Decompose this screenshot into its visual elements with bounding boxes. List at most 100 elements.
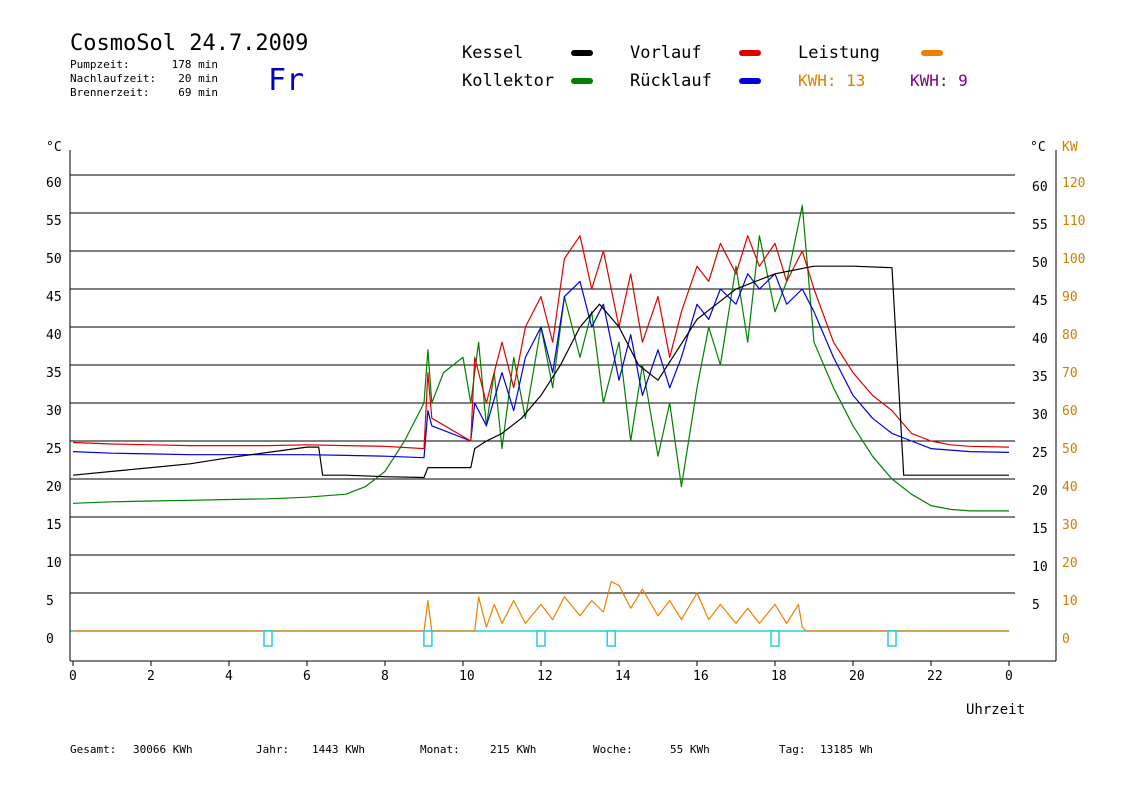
series-line-ruecklauf bbox=[72, 273, 1010, 459]
y-tick-left: 15 bbox=[46, 518, 62, 533]
cyan-marker bbox=[423, 630, 433, 647]
y-tick-right-power: 30 bbox=[1062, 518, 1078, 533]
cyan-markers bbox=[263, 630, 897, 647]
footer-label: Jahr: bbox=[256, 743, 289, 756]
y-tick-right-temp: 45 bbox=[1032, 294, 1048, 309]
y-tick-right-power: 110 bbox=[1062, 214, 1085, 229]
footer-label: Gesamt: bbox=[70, 743, 116, 756]
x-tick-label: 10 bbox=[459, 669, 475, 684]
x-tick-label: 16 bbox=[693, 669, 709, 684]
cyan-marker bbox=[887, 630, 897, 647]
x-tick-label: 22 bbox=[927, 669, 943, 684]
y-tick-right-temp: 10 bbox=[1032, 560, 1048, 575]
footer-value: 13185 Wh bbox=[820, 743, 873, 756]
y-tick-right-temp: 60 bbox=[1032, 180, 1048, 195]
footer-value: 1443 KWh bbox=[312, 743, 365, 756]
y-tick-right-power: 10 bbox=[1062, 594, 1078, 609]
stat-label: Brennerzeit: bbox=[70, 86, 149, 99]
footer-label: Monat: bbox=[420, 743, 460, 756]
y-tick-left: 10 bbox=[46, 556, 62, 571]
y-tick-left: 25 bbox=[46, 442, 62, 457]
stat-value: 178 min bbox=[172, 58, 218, 71]
stat-label: Pumpzeit: bbox=[70, 58, 130, 71]
x-tick-label: 6 bbox=[303, 669, 311, 684]
stat-value: 69 min bbox=[178, 86, 218, 99]
y-tick-right-temp: 50 bbox=[1032, 256, 1048, 271]
y-tick-right-power: 50 bbox=[1062, 442, 1078, 457]
series-line-leistung bbox=[73, 580, 1009, 632]
y-tick-right-power: 60 bbox=[1062, 404, 1078, 419]
y-tick-right-temp: 35 bbox=[1032, 370, 1048, 385]
legend-label-ruecklauf: Rücklauf bbox=[630, 71, 712, 91]
y-tick-right-temp: 25 bbox=[1032, 446, 1048, 461]
stat-value: 20 min bbox=[178, 72, 218, 85]
legend-label-leistung: Leistung bbox=[798, 43, 880, 63]
legend-label-kessel: Kessel bbox=[462, 43, 523, 63]
y-tick-left: 30 bbox=[46, 404, 62, 419]
y-tick-right-temp: 55 bbox=[1032, 218, 1048, 233]
footer-value: 215 KWh bbox=[490, 743, 536, 756]
legend-label-kollektor: Kollektor bbox=[462, 71, 554, 91]
stats-block: Pumpzeit: 178 min Nachlaufzeit: 20 min B… bbox=[70, 58, 218, 99]
x-tick-label: 12 bbox=[537, 669, 553, 684]
kwh-total-purple: KWH: 9 bbox=[910, 71, 968, 90]
y-tick-left: 20 bbox=[46, 480, 62, 495]
y-tick-right-power: 80 bbox=[1062, 328, 1078, 343]
series-line-vorlauf bbox=[72, 235, 1010, 450]
cyan-marker bbox=[263, 630, 273, 647]
x-tick-label: 0 bbox=[1005, 669, 1013, 684]
x-tick-label: 2 bbox=[147, 669, 155, 684]
y-tick-right-power: 70 bbox=[1062, 366, 1078, 381]
weekday-label: Fr bbox=[268, 63, 304, 98]
y-tick-left: 40 bbox=[46, 328, 62, 343]
y-tick-right-temp: 20 bbox=[1032, 484, 1048, 499]
y-tick-left: 60 bbox=[46, 176, 62, 191]
footer-totals: Gesamt: 30066 KWh Jahr: 1443 KWh Monat: … bbox=[70, 743, 873, 756]
y-tick-right-temp: 40 bbox=[1032, 332, 1048, 347]
y-tick-right-power: 20 bbox=[1062, 556, 1078, 571]
legend-swatch-ruecklauf bbox=[739, 78, 761, 84]
y-tick-right-power: 120 bbox=[1062, 176, 1085, 191]
legend-swatch-kollektor bbox=[571, 78, 593, 84]
x-tick-label: 20 bbox=[849, 669, 865, 684]
y-tick-left: 55 bbox=[46, 214, 62, 229]
y-tick-left: 5 bbox=[46, 594, 54, 609]
x-tick-label: 18 bbox=[771, 669, 787, 684]
y-tick-right-temp: 15 bbox=[1032, 522, 1048, 537]
y-tick-left: 45 bbox=[46, 290, 62, 305]
y-tick-right-power: 90 bbox=[1062, 290, 1078, 305]
legend: Kessel Vorlauf Leistung Kollektor Rückla… bbox=[462, 43, 968, 91]
kwh-total-leistung: KWH: 13 bbox=[798, 71, 865, 90]
x-axis-label: Uhrzeit bbox=[966, 702, 1025, 718]
series-lines bbox=[70, 204, 1010, 632]
y-axis-unit-right-power: KW bbox=[1062, 140, 1078, 155]
y-tick-labels: 0 5 10 15 20 25 30 35 40 45 50 55 60 5 10 15 20 25 30 35 40 4… bbox=[46, 176, 1085, 647]
grid-lines bbox=[70, 174, 1015, 594]
y-tick-right-power: 40 bbox=[1062, 480, 1078, 495]
legend-label-vorlauf: Vorlauf bbox=[630, 43, 702, 63]
x-tick-label: 4 bbox=[225, 669, 233, 684]
x-tick-label: 14 bbox=[615, 669, 631, 684]
y-tick-right-power: 0 bbox=[1062, 632, 1070, 647]
y-axis-unit-right-temp: °C bbox=[1030, 140, 1046, 155]
y-axis-unit-left: °C bbox=[46, 140, 62, 155]
x-tick-label: 0 bbox=[69, 669, 77, 684]
series-line-kessel bbox=[72, 265, 1009, 479]
y-tick-right-temp: 5 bbox=[1032, 598, 1040, 613]
y-tick-right-power: 100 bbox=[1062, 252, 1085, 267]
y-tick-left: 50 bbox=[46, 252, 62, 267]
x-tick-label: 8 bbox=[381, 669, 389, 684]
series-line-kollektor bbox=[72, 204, 1009, 512]
footer-value: 55 KWh bbox=[670, 743, 710, 756]
chart-title: CosmoSol 24.7.2009 bbox=[70, 31, 308, 56]
footer-label: Woche: bbox=[593, 743, 633, 756]
legend-swatch-vorlauf bbox=[739, 50, 761, 56]
footer-label: Tag: bbox=[779, 743, 806, 756]
legend-swatch-leistung bbox=[921, 50, 943, 56]
cyan-marker bbox=[536, 630, 546, 647]
footer-value: 30066 KWh bbox=[133, 743, 193, 756]
y-tick-left: 0 bbox=[46, 632, 54, 647]
y-tick-left: 35 bbox=[46, 366, 62, 381]
cyan-marker bbox=[770, 630, 780, 647]
